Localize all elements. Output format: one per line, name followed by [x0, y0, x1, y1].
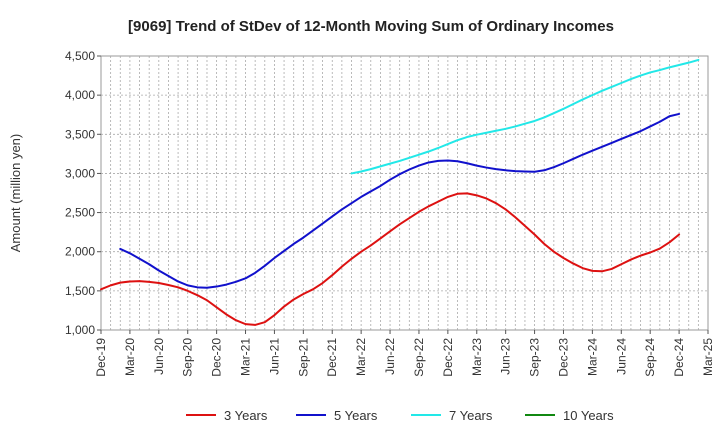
x-axis: Dec-19 Mar-20 Jun-20 Sep-20 Dec-20 Mar-21 Jun-… — [94, 330, 715, 377]
y-tick-label: 2,000 — [65, 245, 95, 259]
x-tick-label: Jun-21 — [267, 338, 281, 375]
series-line-3-years — [100, 192, 681, 326]
y-tick-label: 3,500 — [65, 127, 95, 141]
x-tick-label: Mar-22 — [354, 338, 368, 376]
x-tick-label: Sep-22 — [412, 338, 426, 377]
x-tick-label: Sep-23 — [528, 338, 542, 377]
chart-title: [9069] Trend of StDev of 12-Month Moving… — [128, 18, 614, 35]
legend: 3 Years 5 Years 7 Years 10 Years — [186, 408, 614, 423]
y-tick-label: 1,500 — [65, 284, 95, 298]
x-tick-label: Mar-20 — [123, 338, 137, 376]
y-tick-label: 1,000 — [65, 323, 95, 337]
x-tick-label: Dec-24 — [672, 338, 686, 377]
legend-label: 5 Years — [334, 408, 378, 423]
x-tick-label: Sep-24 — [643, 338, 657, 377]
x-tick-label: Jun-24 — [614, 338, 628, 375]
x-tick-label: Jun-23 — [499, 338, 513, 375]
legend-label: 7 Years — [449, 408, 493, 423]
series-line-5-years — [119, 112, 681, 289]
y-tick-label: 2,500 — [65, 206, 95, 220]
x-tick-label: Dec-23 — [556, 338, 570, 377]
y-axis: 1,000 1,500 2,000 2,500 3,000 3,500 4,000 4,500 — [65, 49, 101, 337]
x-tick-label: Mar-23 — [470, 338, 484, 376]
legend-label: 3 Years — [224, 408, 268, 423]
grid — [101, 56, 708, 330]
plot-frame — [100, 55, 709, 331]
x-tick-label: Sep-21 — [296, 338, 310, 377]
y-axis-label: Amount (million yen) — [8, 134, 23, 253]
y-tick-label: 4,500 — [65, 49, 95, 63]
x-tick-label: Jun-22 — [383, 338, 397, 375]
series-group — [100, 58, 700, 326]
x-tick-label: Jun-20 — [152, 338, 166, 375]
y-tick-label: 4,000 — [65, 88, 95, 102]
x-tick-label: Mar-24 — [585, 338, 599, 376]
y-tick-label: 3,000 — [65, 166, 95, 180]
x-tick-label: Mar-21 — [239, 338, 253, 376]
x-tick-label: Sep-20 — [181, 338, 195, 377]
series-line-7-years — [350, 58, 700, 175]
x-tick-label: Dec-21 — [325, 338, 339, 377]
x-tick-label: Dec-20 — [210, 338, 224, 377]
x-tick-label: Dec-19 — [94, 338, 108, 377]
x-tick-label: Dec-22 — [441, 338, 455, 377]
x-tick-label: Mar-25 — [701, 338, 715, 376]
legend-label: 10 Years — [563, 408, 614, 423]
